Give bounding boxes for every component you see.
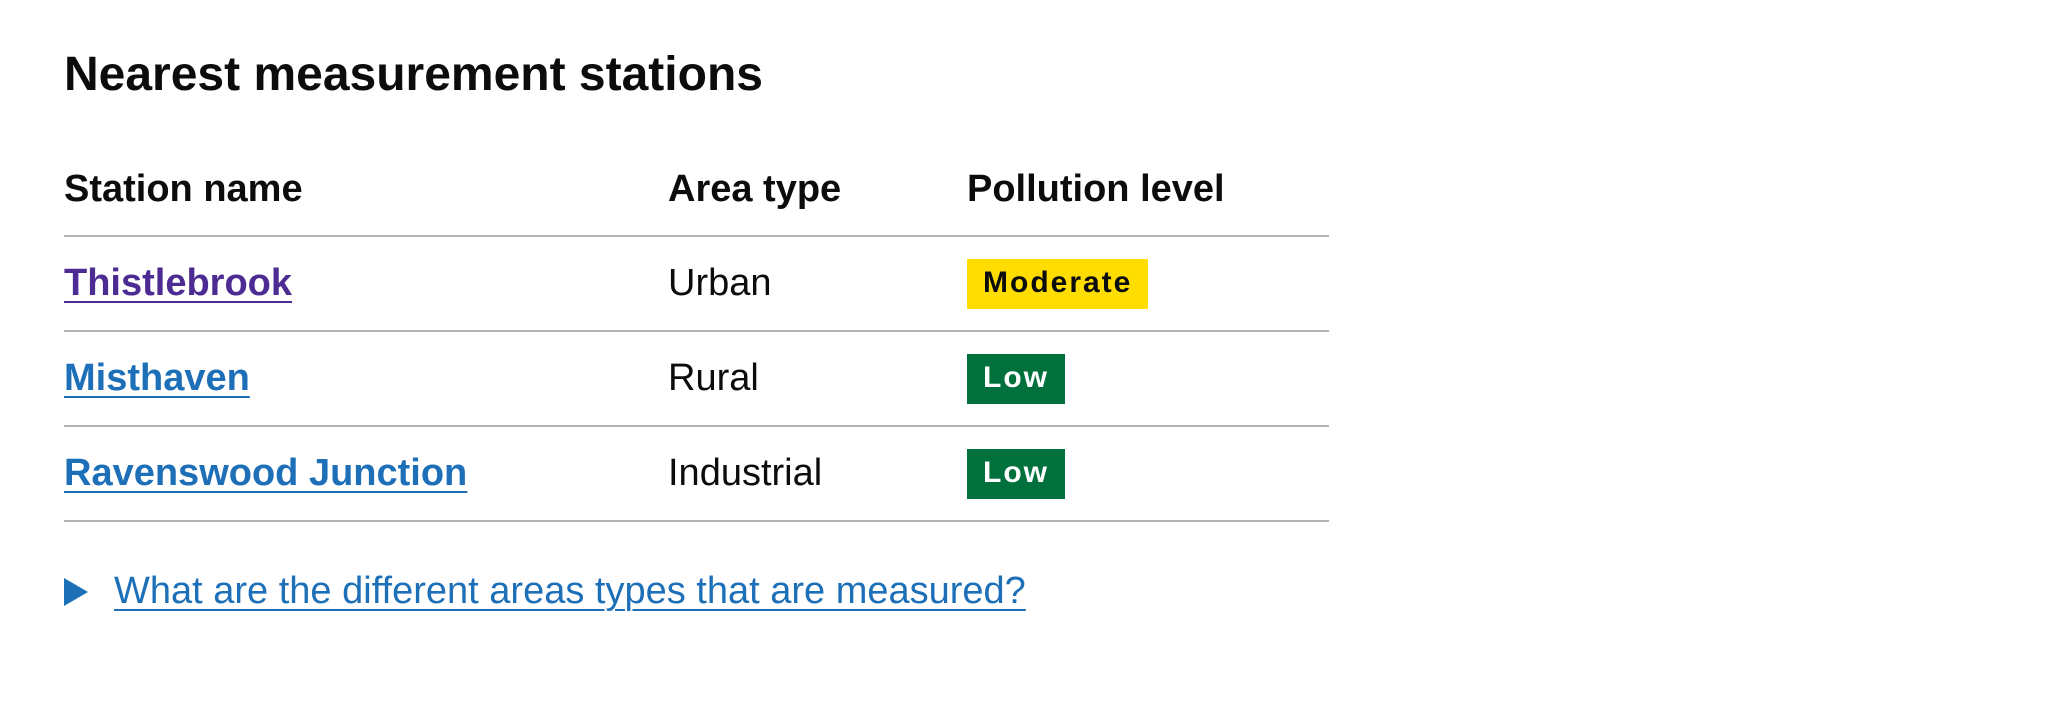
column-header-pollution-level: Pollution level: [967, 160, 1329, 237]
column-header-station-name: Station name: [64, 160, 668, 237]
area-type-cell: Industrial: [668, 426, 967, 522]
pollution-level-tag: Moderate: [967, 258, 1149, 309]
pollution-level-tag: Low: [967, 353, 1065, 404]
area-types-details-toggle[interactable]: What are the different areas types that …: [64, 570, 1026, 613]
station-link[interactable]: Thistlebrook: [64, 262, 293, 304]
station-link[interactable]: Ravenswood Junction: [64, 452, 468, 494]
station-link[interactable]: Misthaven: [64, 357, 250, 399]
stations-table: Station name Area type Pollution level T…: [64, 160, 1329, 522]
page-title: Nearest measurement stations: [64, 48, 763, 101]
table-row: Misthaven Rural Low: [64, 331, 1329, 427]
area-types-details-summary[interactable]: What are the different areas types that …: [114, 570, 1026, 612]
pollution-level-tag: Low: [967, 448, 1065, 499]
triangle-right-icon[interactable]: [64, 577, 88, 606]
area-type-cell: Urban: [668, 236, 967, 332]
area-type-cell: Rural: [668, 331, 967, 427]
pollution-level-cell: Moderate: [967, 236, 1329, 332]
pollution-level-cell: Low: [967, 331, 1329, 427]
station-name-cell: Ravenswood Junction: [64, 426, 668, 522]
station-name-cell: Thistlebrook: [64, 236, 668, 332]
column-header-area-type: Area type: [668, 160, 967, 237]
table-header-row: Station name Area type Pollution level: [64, 160, 1329, 237]
table-row: Thistlebrook Urban Moderate: [64, 236, 1329, 332]
station-name-cell: Misthaven: [64, 331, 668, 427]
table-row: Ravenswood Junction Industrial Low: [64, 426, 1329, 522]
pollution-level-cell: Low: [967, 426, 1329, 522]
